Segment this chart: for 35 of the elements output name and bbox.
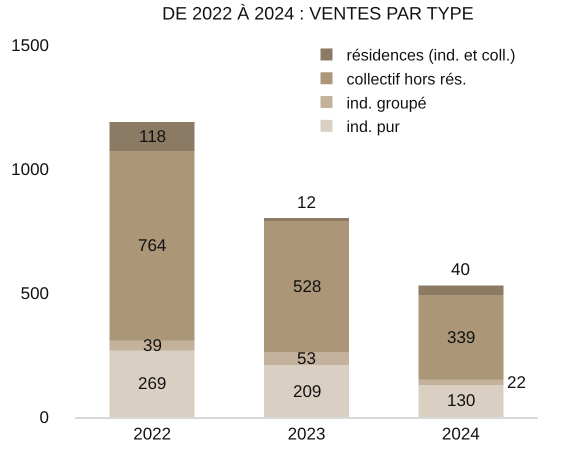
legend-label: collectif hors rés. — [346, 72, 467, 88]
x-tick-label: 2024 — [442, 424, 480, 444]
bar — [418, 379, 504, 385]
y-tick-label: 1500 — [11, 36, 49, 55]
data-label: 53 — [297, 349, 316, 368]
data-label: 269 — [138, 374, 166, 393]
data-label: 39 — [143, 336, 162, 355]
y-tick-label: 0 — [40, 408, 49, 427]
bar — [110, 122, 195, 152]
bar — [110, 340, 195, 350]
bar — [264, 218, 349, 222]
bar — [264, 221, 349, 352]
data-label: 118 — [139, 127, 166, 146]
data-label: 40 — [451, 260, 470, 279]
legend-label: résidences (ind. et coll.) — [346, 48, 516, 65]
bar — [418, 384, 504, 417]
y-tick-label: 500 — [20, 284, 49, 303]
x-tick-label: 2023 — [288, 424, 326, 444]
x-tick-label: 2022 — [133, 424, 172, 444]
data-label: 528 — [293, 277, 322, 296]
bar — [264, 365, 349, 417]
data-label: 130 — [447, 391, 476, 410]
data-label: 12 — [297, 193, 316, 212]
data-label: 339 — [447, 328, 476, 347]
y-tick-label: 1000 — [11, 160, 49, 179]
chart-title: DE 2022 À 2024 : VENTES PAR TYPE — [162, 3, 474, 24]
bar — [110, 350, 195, 417]
bar — [110, 151, 195, 341]
legend-label: ind. pur — [346, 119, 401, 136]
data-label: 209 — [293, 382, 322, 401]
bar — [418, 285, 504, 296]
bar — [418, 295, 504, 380]
data-label: 22 — [507, 373, 526, 392]
data-label: 764 — [138, 236, 166, 255]
legend-label: ind. groupé — [346, 95, 427, 112]
